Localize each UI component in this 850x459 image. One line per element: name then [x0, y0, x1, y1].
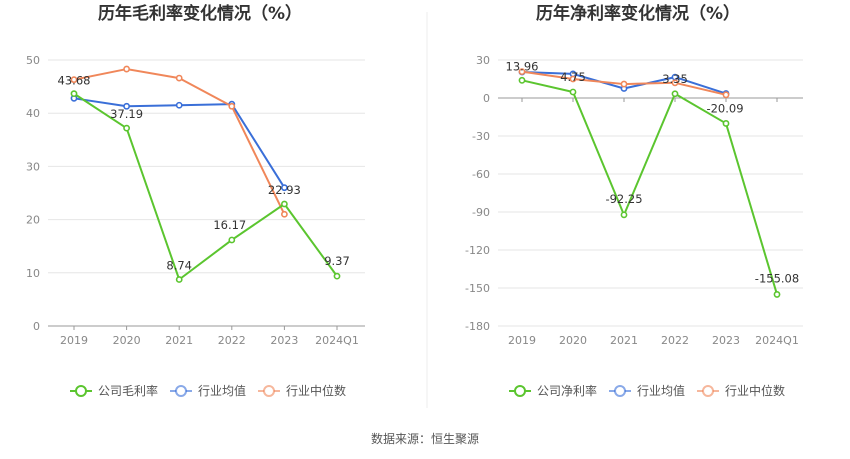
- gross-margin-x-tick-label: 2020: [113, 334, 141, 347]
- gross-margin-y-tick-label: 40: [26, 107, 40, 120]
- net-margin-x-tick-label: 2021: [610, 334, 638, 347]
- gross-margin-series-point-2: [280, 210, 288, 218]
- net-margin-legend-label-0: 公司净利率: [537, 383, 597, 398]
- net-margin-y-tick-label: -180: [465, 320, 490, 333]
- gross-margin-series-point-0: [123, 124, 130, 132]
- gross-margin-x-tick-label: 2022: [218, 334, 246, 347]
- gross-margin-series-point-2: [70, 76, 78, 84]
- gross-margin-y-tick-label: 10: [26, 267, 40, 280]
- gross-margin-data-label: 43.68: [58, 74, 91, 88]
- net-margin-chart-title: 历年净利率变化情况（%）: [536, 3, 740, 24]
- gross-margin-y-tick-label: 20: [26, 214, 40, 227]
- gross-margin-data-label: 16.17: [213, 218, 246, 232]
- gross-margin-series-point-0: [333, 272, 341, 280]
- net-margin-legend-marker-1: [614, 385, 626, 397]
- gross-margin-y-tick-label: 0: [33, 320, 40, 333]
- gross-margin-data-label: 8.74: [166, 259, 192, 273]
- net-margin-x-tick-label: 2023: [712, 334, 740, 347]
- net-margin-y-tick-label: 30: [476, 54, 490, 67]
- gross-margin-series-point-0: [280, 200, 288, 208]
- gross-margin-x-tick-label: 2024Q1: [315, 334, 359, 347]
- data-source-note: 数据来源：恒生聚源: [371, 431, 479, 446]
- net-margin-data-label: 13.96: [506, 59, 539, 73]
- net-margin-legend-label-1: 行业均值: [637, 383, 685, 398]
- net-margin-y-tick-label: -120: [465, 244, 490, 257]
- net-margin-series-point-2: [671, 79, 679, 87]
- gross-margin-series-point-1: [123, 102, 130, 110]
- net-margin-data-label: -20.09: [706, 101, 743, 115]
- net-margin-series-point-2: [722, 91, 730, 99]
- net-margin-legend-label-2: 行业中位数: [725, 383, 785, 398]
- gross-margin-legend-label-1: 行业均值: [198, 383, 246, 398]
- gross-margin-x-tick-label: 2019: [60, 334, 88, 347]
- net-margin-data-label: 3.35: [662, 72, 688, 86]
- net-margin-legend-marker-0: [514, 385, 526, 397]
- net-margin-data-label: -155.08: [755, 271, 799, 285]
- net-margin-series-point-2: [569, 75, 577, 83]
- gross-margin-legend-label-0: 公司毛利率: [98, 383, 158, 398]
- gross-margin-data-label: 9.37: [324, 254, 350, 268]
- net-margin-y-tick-label: 0: [483, 92, 490, 105]
- net-margin-y-tick-label: -150: [465, 282, 490, 295]
- gross-margin-series-point-0: [70, 90, 78, 98]
- gross-margin-y-tick-label: 50: [26, 54, 40, 67]
- gross-margin-series-point-1: [280, 184, 288, 192]
- gross-margin-series-point-2: [175, 74, 183, 82]
- net-margin-chart: 历年净利率变化情况（%） 30 0 -30 -60 -90 -120 -150 -180 201…: [465, 3, 803, 398]
- gross-margin-series-point-0: [228, 236, 236, 244]
- gross-margin-x-tick-label: 2023: [270, 334, 298, 347]
- net-margin-x-tick-label: 2019: [508, 334, 536, 347]
- gross-margin-x-tick-label: 2021: [165, 334, 193, 347]
- net-margin-series-point-2: [518, 68, 526, 76]
- net-margin-series-point-0: [722, 120, 730, 127]
- gross-margin-legend-marker-0: [75, 385, 87, 397]
- gross-margin-series-line-0: [73, 92, 338, 281]
- gross-margin-data-label: 37.19: [110, 107, 143, 121]
- gross-margin-series-line-2: [73, 68, 286, 215]
- gross-margin-chart-title: 历年毛利率变化情况（%）: [98, 3, 302, 24]
- gross-margin-y-tick-label: 30: [26, 160, 40, 173]
- net-margin-x-tick-label: 2020: [559, 334, 587, 347]
- net-margin-y-tick-label: -60: [472, 168, 490, 181]
- net-margin-series-point-0: [569, 88, 577, 96]
- gross-margin-chart: 历年毛利率变化情况（%） 0 10 20 30 40 50 2019 2020 2021 2022…: [26, 3, 365, 398]
- gross-margin-data-label: 22.93: [268, 183, 301, 197]
- net-margin-x-tick-label: 2024Q1: [755, 334, 799, 347]
- net-margin-y-tick-label: -90: [472, 206, 490, 219]
- net-margin-data-label: -92.25: [605, 192, 642, 206]
- net-margin-y-tick-label: -30: [472, 130, 490, 143]
- net-margin-series-point-0: [773, 291, 781, 298]
- net-margin-legend-marker-2: [702, 385, 714, 397]
- gross-margin-legend-marker-2: [263, 385, 275, 397]
- net-margin-series-point-0: [671, 90, 679, 98]
- gross-margin-series-point-2: [123, 65, 130, 73]
- gross-margin-series-point-0: [175, 276, 183, 283]
- gross-margin-series-point-1: [175, 101, 183, 109]
- gross-margin-legend-label-2: 行业中位数: [286, 383, 346, 398]
- gross-margin-series-line-1: [73, 97, 286, 189]
- net-margin-series-point-0: [518, 76, 526, 84]
- net-margin-series-point-0: [620, 211, 628, 219]
- net-margin-series-line-0: [521, 79, 778, 295]
- gross-margin-series-point-2: [228, 102, 236, 110]
- net-margin-x-tick-label: 2022: [661, 334, 689, 347]
- net-margin-data-label: 4.75: [560, 70, 586, 84]
- net-margin-series-point-2: [620, 80, 628, 88]
- gross-margin-legend-marker-1: [175, 385, 187, 397]
